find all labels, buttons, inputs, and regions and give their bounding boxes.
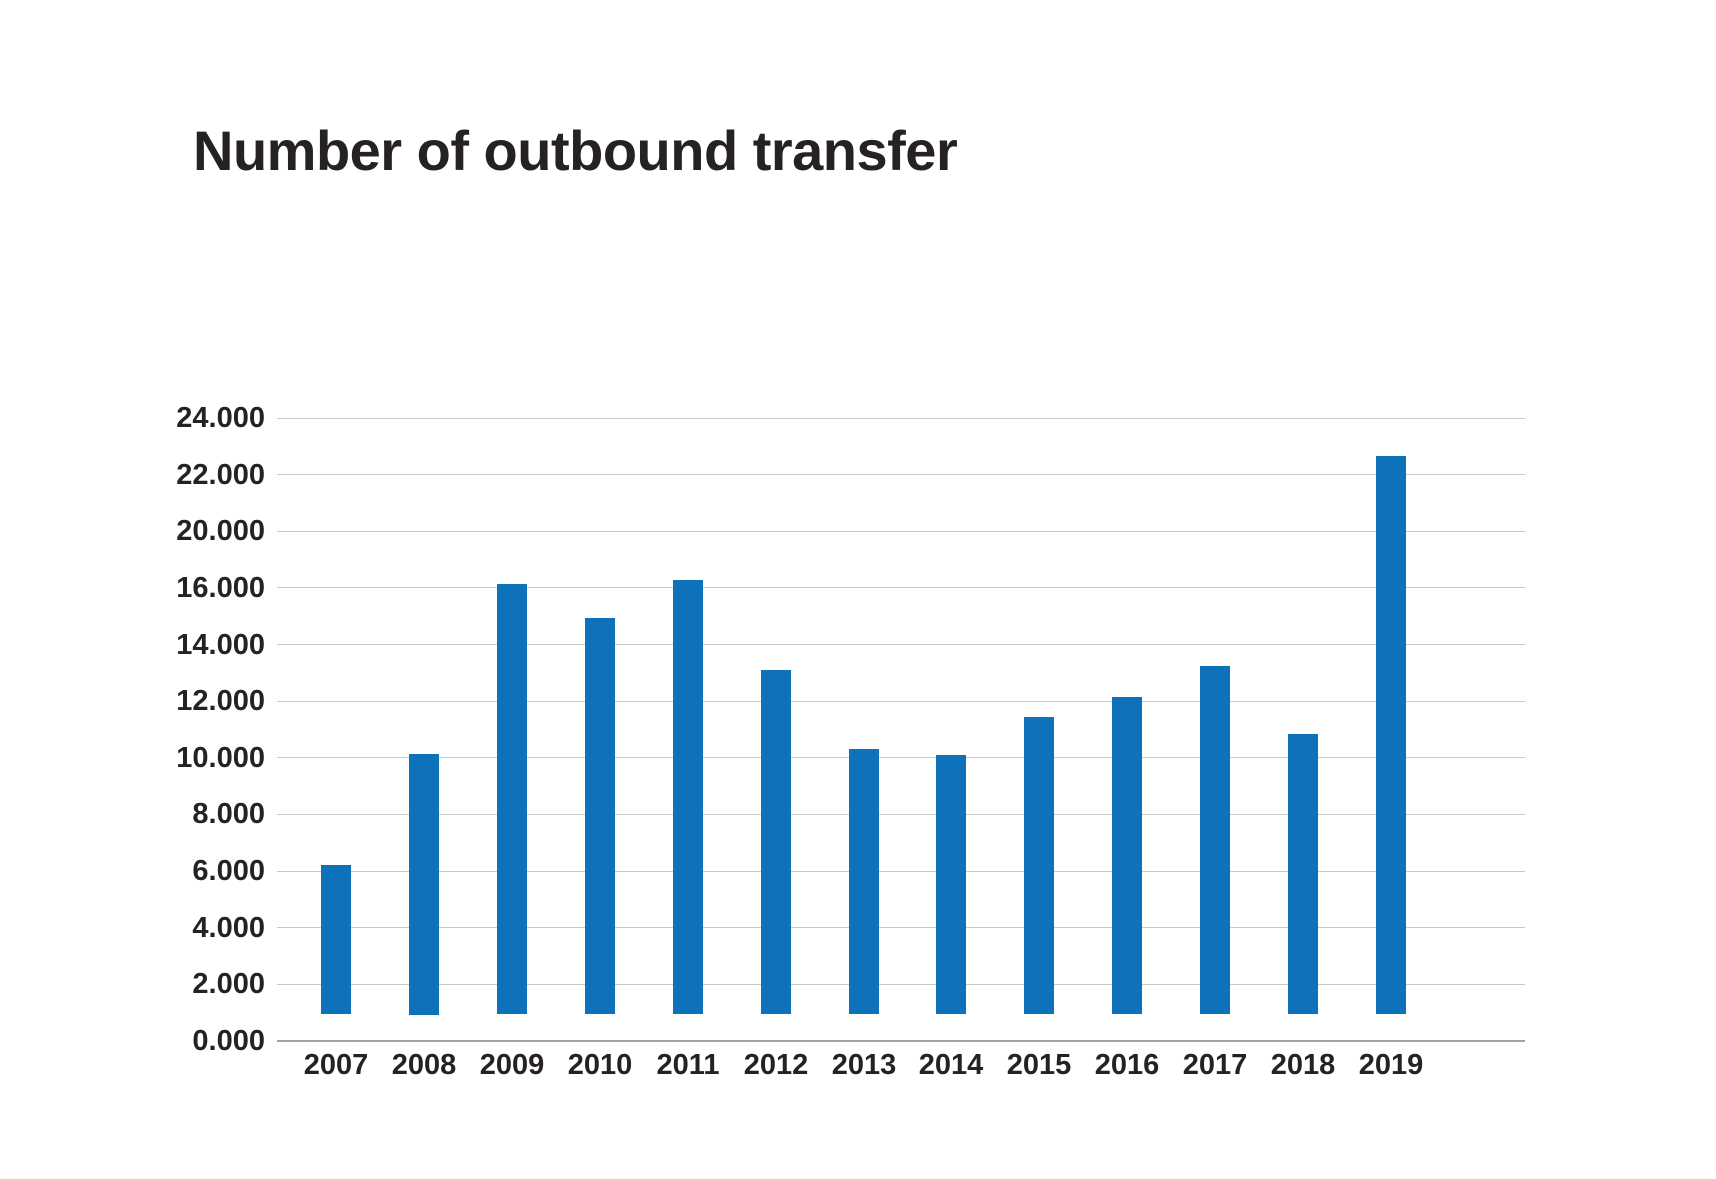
x-axis-baseline xyxy=(277,1040,1525,1042)
gridline xyxy=(277,644,1525,645)
y-tick-label: 4.000 xyxy=(192,912,265,944)
x-tick-label: 2009 xyxy=(479,1049,545,1081)
y-tick-label: 0.000 xyxy=(192,1025,265,1057)
x-tick-label: 2011 xyxy=(656,1049,720,1081)
gridline xyxy=(277,814,1525,815)
x-tick-label: 2007 xyxy=(303,1049,369,1081)
y-tick-label: 6.000 xyxy=(192,855,265,887)
y-tick-label: 24.000 xyxy=(176,402,265,434)
y-tick-label: 10.000 xyxy=(176,742,265,774)
x-tick-label: 2008 xyxy=(391,1049,457,1081)
bar-2016 xyxy=(1112,697,1142,1014)
bar-2013 xyxy=(849,749,879,1014)
bar-2017 xyxy=(1200,666,1230,1014)
x-tick-label: 2017 xyxy=(1182,1049,1248,1081)
x-tick-label: 2019 xyxy=(1358,1049,1424,1081)
bar-2011 xyxy=(673,580,703,1014)
x-tick-label: 2014 xyxy=(918,1049,984,1081)
y-tick-label: 12.000 xyxy=(176,685,265,717)
x-tick-label: 2012 xyxy=(743,1049,809,1081)
y-tick-label: 2.000 xyxy=(192,968,265,1000)
bar-2008 xyxy=(409,754,439,1015)
y-tick-label: 8.000 xyxy=(192,798,265,830)
bar-2012 xyxy=(761,670,791,1014)
bar-2007 xyxy=(321,865,351,1014)
gridline xyxy=(277,587,1525,588)
gridline xyxy=(277,871,1525,872)
x-tick-label: 2016 xyxy=(1094,1049,1160,1081)
gridline xyxy=(277,757,1525,758)
bar-2015 xyxy=(1024,717,1054,1014)
gridline xyxy=(277,984,1525,985)
x-tick-label: 2015 xyxy=(1006,1049,1072,1081)
y-tick-label: 14.000 xyxy=(176,629,265,661)
bar-2009 xyxy=(497,584,527,1014)
bar-2019 xyxy=(1376,456,1406,1014)
gridline xyxy=(277,927,1525,928)
gridline xyxy=(277,418,1525,419)
y-tick-label: 20.000 xyxy=(176,515,265,547)
x-tick-label: 2018 xyxy=(1270,1049,1336,1081)
bar-2018 xyxy=(1288,734,1318,1014)
x-tick-label: 2010 xyxy=(567,1049,633,1081)
y-tick-label: 16.000 xyxy=(176,572,265,604)
y-tick-label: 22.000 xyxy=(176,459,265,491)
gridline xyxy=(277,701,1525,702)
gridline xyxy=(277,531,1525,532)
bar-2014 xyxy=(936,755,966,1014)
x-tick-label: 2013 xyxy=(831,1049,897,1081)
bar-2010 xyxy=(585,618,615,1014)
gridline xyxy=(277,474,1525,475)
page-title: Number of outbound transfer xyxy=(193,118,958,182)
